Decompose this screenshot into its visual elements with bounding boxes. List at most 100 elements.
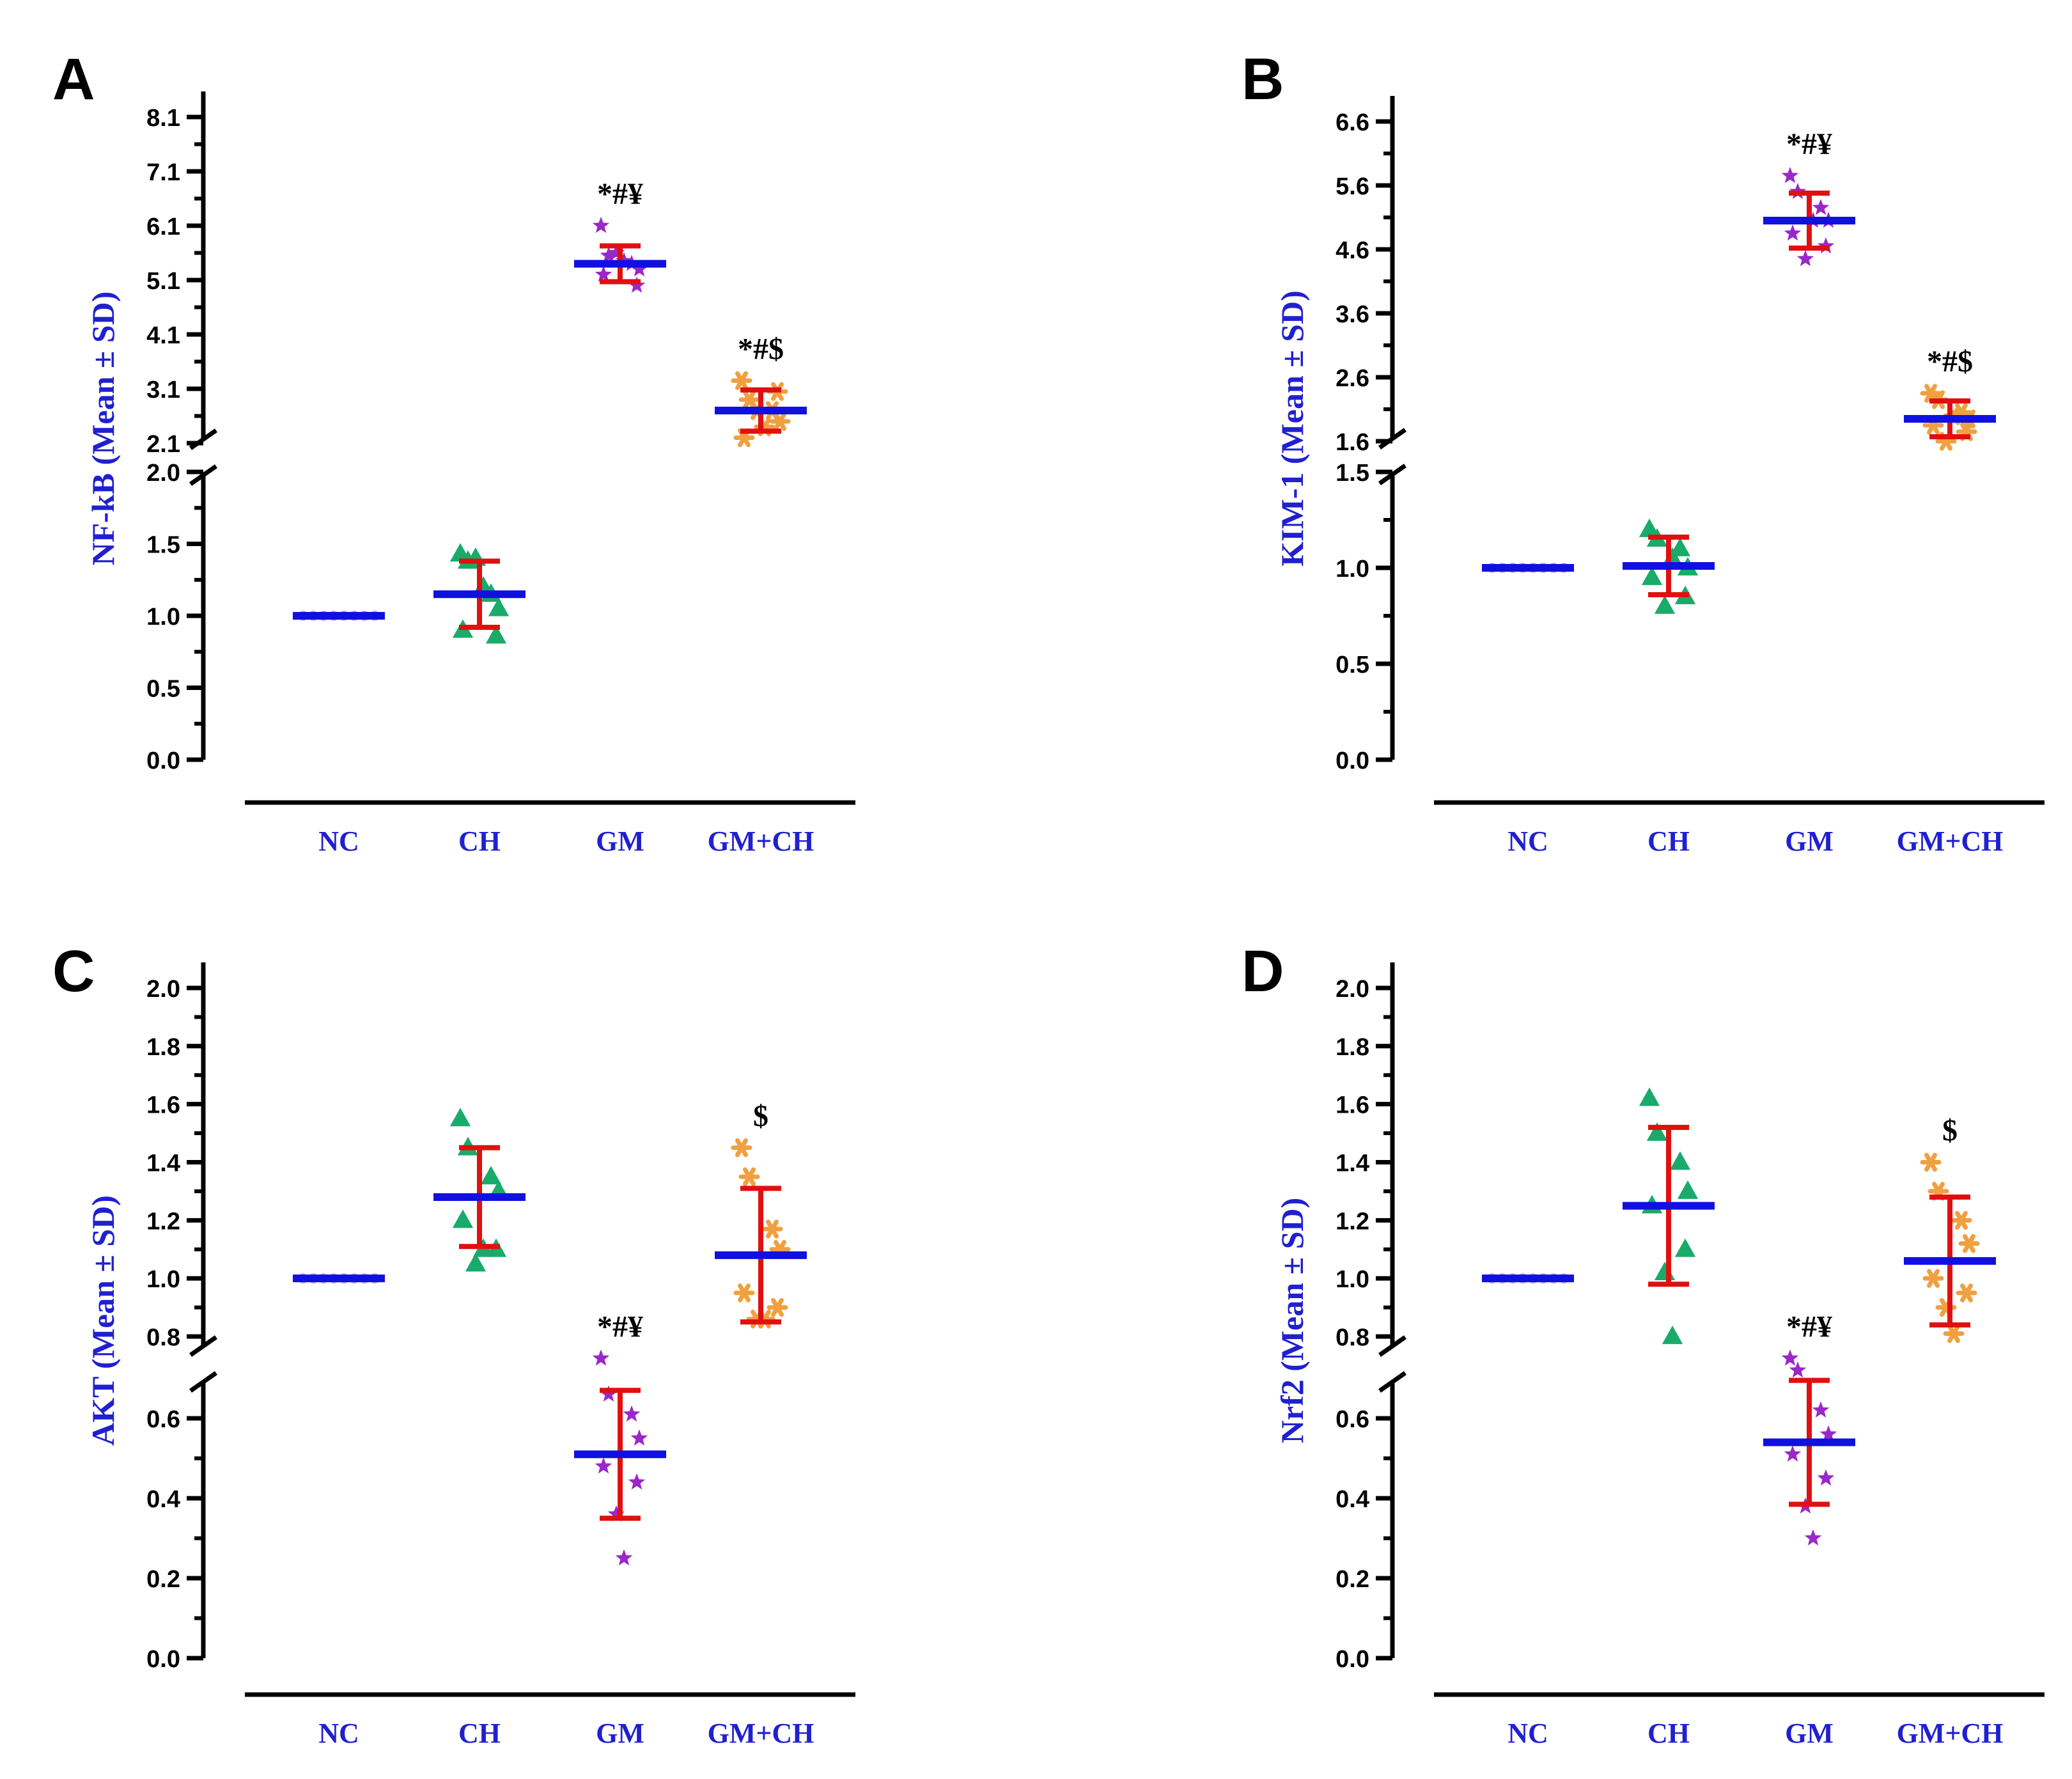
y-tick-label: 0.8 xyxy=(1336,1324,1369,1351)
x-category-label: CH xyxy=(458,826,501,857)
y-tick-label: 0.6 xyxy=(146,1406,180,1433)
y-tick-label: 8.1 xyxy=(146,105,180,132)
y-tick-label: 1.0 xyxy=(1336,1266,1369,1293)
significance-label: *#¥ xyxy=(1786,127,1832,161)
x-category-label: CH xyxy=(1647,826,1690,857)
data-point xyxy=(1784,1445,1802,1462)
data-point-stroke xyxy=(1924,384,1937,403)
y-tick-label: 0.4 xyxy=(1336,1486,1369,1513)
data-point-stroke xyxy=(771,1297,784,1317)
y-tick-label: 5.1 xyxy=(146,268,180,295)
data-point xyxy=(733,1283,755,1303)
data-point xyxy=(1654,1262,1676,1280)
data-point xyxy=(1662,1326,1683,1344)
y-tick-label: 1.5 xyxy=(1336,460,1369,487)
data-point xyxy=(1920,1152,1942,1172)
significance-label: *#¥ xyxy=(1786,1310,1832,1344)
group-GM+CH: $ xyxy=(1904,1114,1996,1344)
group-NC xyxy=(293,611,385,621)
panel-letter: D xyxy=(1242,939,1284,1004)
group-GM+CH: $ xyxy=(715,1099,807,1329)
y-tick-label: 2.1 xyxy=(146,431,180,458)
data-point-stroke xyxy=(1960,1283,1973,1303)
data-point-stroke xyxy=(735,371,748,391)
x-category-label: NC xyxy=(1507,1718,1548,1749)
y-tick-label: 1.0 xyxy=(146,604,180,631)
data-point xyxy=(1674,1238,1696,1257)
y-axis-title: Nrf2 (Mean ± SD) xyxy=(1274,1198,1310,1443)
data-point xyxy=(449,1108,471,1127)
y-tick-label: 7.1 xyxy=(146,159,180,186)
data-point xyxy=(1784,224,1802,241)
y-tick-label: 1.2 xyxy=(1336,1208,1369,1235)
y-tick-label: 1.6 xyxy=(1336,1092,1369,1119)
data-point-stroke xyxy=(1955,1211,1968,1230)
data-point xyxy=(1804,1529,1822,1546)
y-axis-title: KIM-1 (Mean ± SD) xyxy=(1274,290,1310,567)
data-point xyxy=(731,371,752,391)
y-tick-label: 0.8 xyxy=(146,1324,180,1351)
y-tick-label: 5.6 xyxy=(1336,173,1369,200)
y-tick-label: 1.6 xyxy=(1336,429,1369,456)
data-point xyxy=(1812,199,1830,216)
data-point xyxy=(1669,1151,1691,1170)
y-tick-label: 1.4 xyxy=(1336,1150,1369,1177)
y-tick-label: 2.6 xyxy=(1336,365,1369,392)
data-point xyxy=(1781,167,1799,184)
data-point-stroke xyxy=(766,1219,779,1239)
data-point xyxy=(600,1385,618,1402)
data-point xyxy=(1812,1401,1830,1418)
group-NC xyxy=(1482,563,1574,573)
data-point xyxy=(452,1209,474,1228)
x-category-label: NC xyxy=(318,826,359,857)
axis-break-mark xyxy=(1378,428,1407,450)
data-point-stroke xyxy=(738,1283,751,1303)
data-point xyxy=(615,1549,633,1566)
y-axis-title: AKT (Mean ± SD) xyxy=(85,1195,121,1446)
axis-break-mark xyxy=(189,464,218,486)
y-tick-label: 4.1 xyxy=(146,322,180,349)
data-point xyxy=(628,1473,646,1490)
group-NC xyxy=(293,1273,385,1284)
panel-D: D 0.8 1.0 1.2 1.4 1.6 1.8 2.0 0.0 0.2 0.4 0.6 Nrf2 (… xyxy=(1242,939,2045,1749)
data-point xyxy=(592,217,610,233)
y-tick-label: 0.0 xyxy=(1336,748,1369,774)
data-point xyxy=(1817,237,1835,254)
axis-break-mark xyxy=(1378,1371,1407,1393)
x-category-label: GM+CH xyxy=(1897,826,2004,857)
data-point xyxy=(731,1138,752,1157)
data-point xyxy=(480,1166,502,1185)
group-GM+CH: *#$ xyxy=(1904,345,1996,451)
y-tick-label: 0.0 xyxy=(1336,1646,1369,1673)
y-tick-label: 1.2 xyxy=(146,1208,180,1235)
data-point xyxy=(600,246,618,263)
data-point xyxy=(592,1349,610,1366)
group-GM: *#¥ xyxy=(574,177,666,293)
y-tick-label: 1.0 xyxy=(1336,556,1369,583)
data-point xyxy=(1639,519,1660,537)
significance-label: *#¥ xyxy=(597,1310,643,1344)
data-point xyxy=(1819,1425,1837,1442)
axis-break-mark xyxy=(1378,464,1407,485)
y-tick-label: 1.6 xyxy=(146,1092,180,1119)
data-point xyxy=(769,412,791,431)
y-tick-label: 0.2 xyxy=(146,1566,180,1593)
data-point xyxy=(595,265,612,282)
data-point xyxy=(488,597,510,616)
y-tick-label: 1.4 xyxy=(146,1150,180,1177)
data-point xyxy=(1677,1180,1699,1199)
group-GM+CH: *#$ xyxy=(715,332,807,448)
data-point xyxy=(595,1457,612,1474)
data-point-stroke xyxy=(1963,1234,1975,1253)
panel-C: C 0.8 1.0 1.2 1.4 1.6 1.8 2.0 0.0 0.2 0.4 0.6 AKT (M… xyxy=(52,939,855,1749)
y-tick-label: 0.0 xyxy=(146,748,180,774)
group-GM: *#¥ xyxy=(574,1310,666,1566)
panel-letter: B xyxy=(1242,47,1284,112)
data-point-stroke xyxy=(743,1167,756,1186)
x-category-label: GM xyxy=(1785,826,1834,857)
significance-label: *#$ xyxy=(1927,345,1973,379)
axis-break-mark xyxy=(1378,1335,1407,1357)
y-tick-label: 0.2 xyxy=(1336,1566,1369,1593)
y-tick-label: 1.5 xyxy=(146,532,180,559)
